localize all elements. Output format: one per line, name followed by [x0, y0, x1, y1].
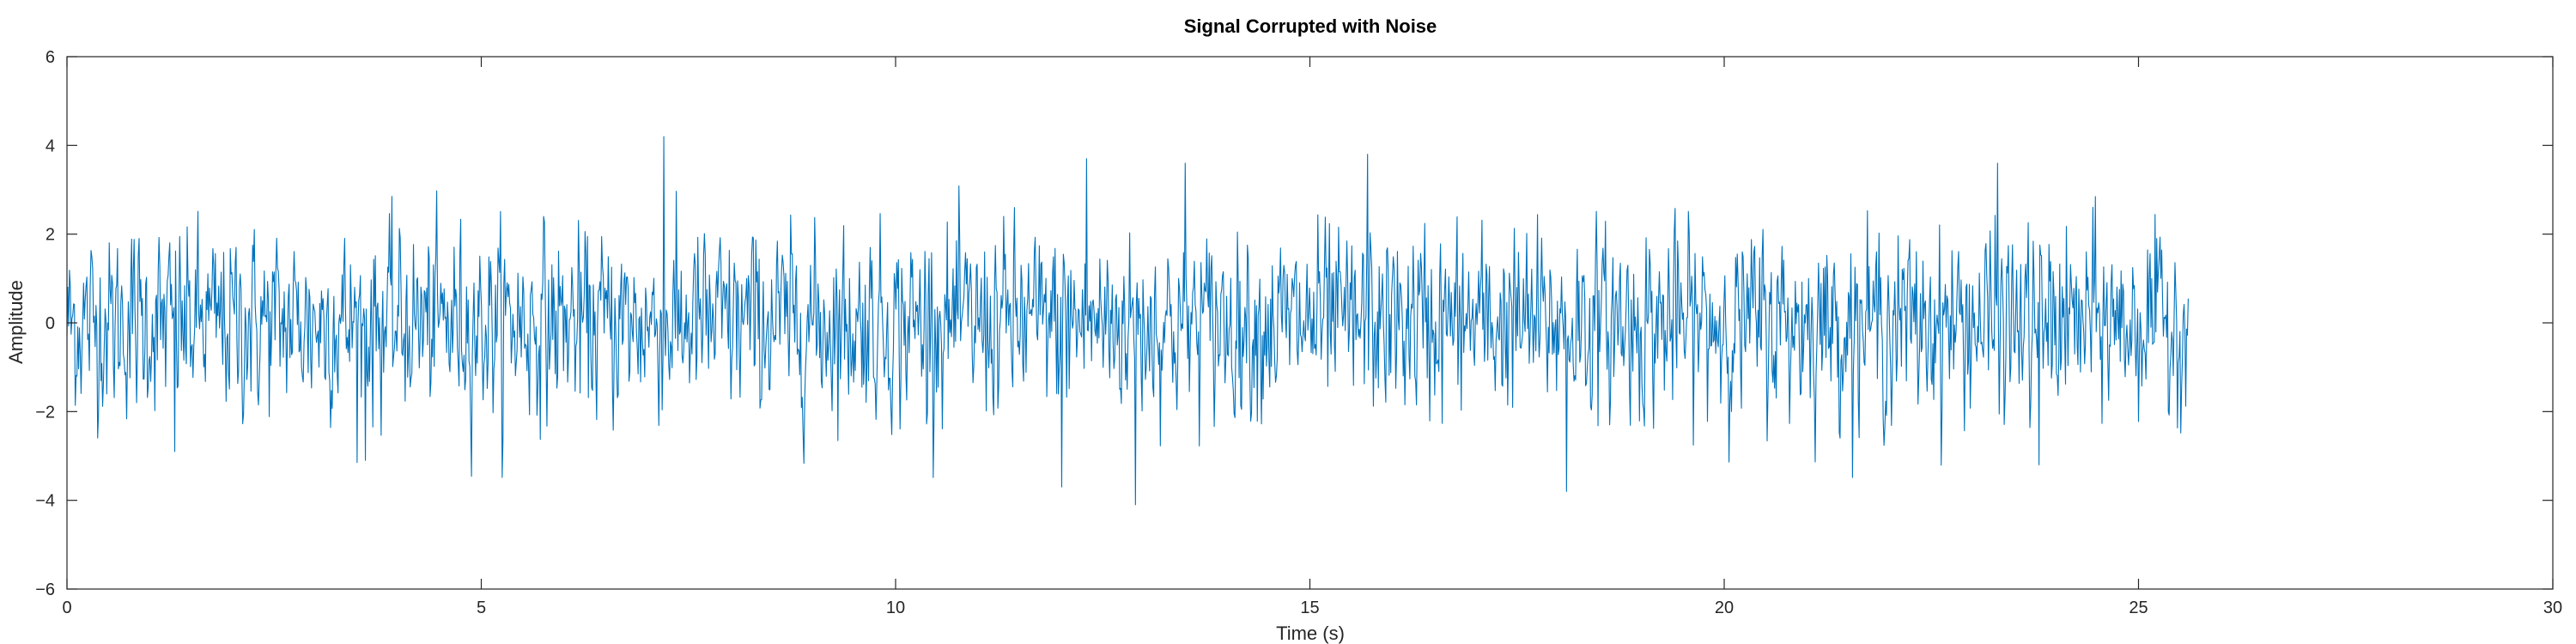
x-tick-label: 0 [62, 598, 71, 617]
x-tick-label: 30 [2543, 598, 2562, 617]
y-tick-label: −6 [35, 580, 55, 599]
y-tick-label: 0 [46, 314, 55, 333]
y-axis-title: Amplitude [5, 280, 27, 364]
x-axis-title: Time (s) [1276, 623, 1345, 644]
y-tick-label: −2 [35, 403, 55, 422]
chart-title: Signal Corrupted with Noise [1184, 15, 1437, 37]
x-tick-label: 20 [1715, 598, 1734, 617]
x-tick-label: 5 [477, 598, 486, 617]
plot-area [66, 136, 2189, 506]
x-tick-label: 10 [886, 598, 905, 617]
y-tick-label: 2 [46, 226, 55, 245]
series-line [66, 136, 2189, 506]
axes: 0 5 10 15 20 25 30 −6 −4 −2 0 2 4 6 [35, 48, 2562, 617]
y-tick-label: −4 [35, 492, 55, 511]
y-tick-label: 4 [46, 137, 55, 155]
x-tick-label: 15 [1300, 598, 1319, 617]
x-tick-label: 25 [2129, 598, 2148, 617]
y-tick-label: 6 [46, 48, 55, 67]
